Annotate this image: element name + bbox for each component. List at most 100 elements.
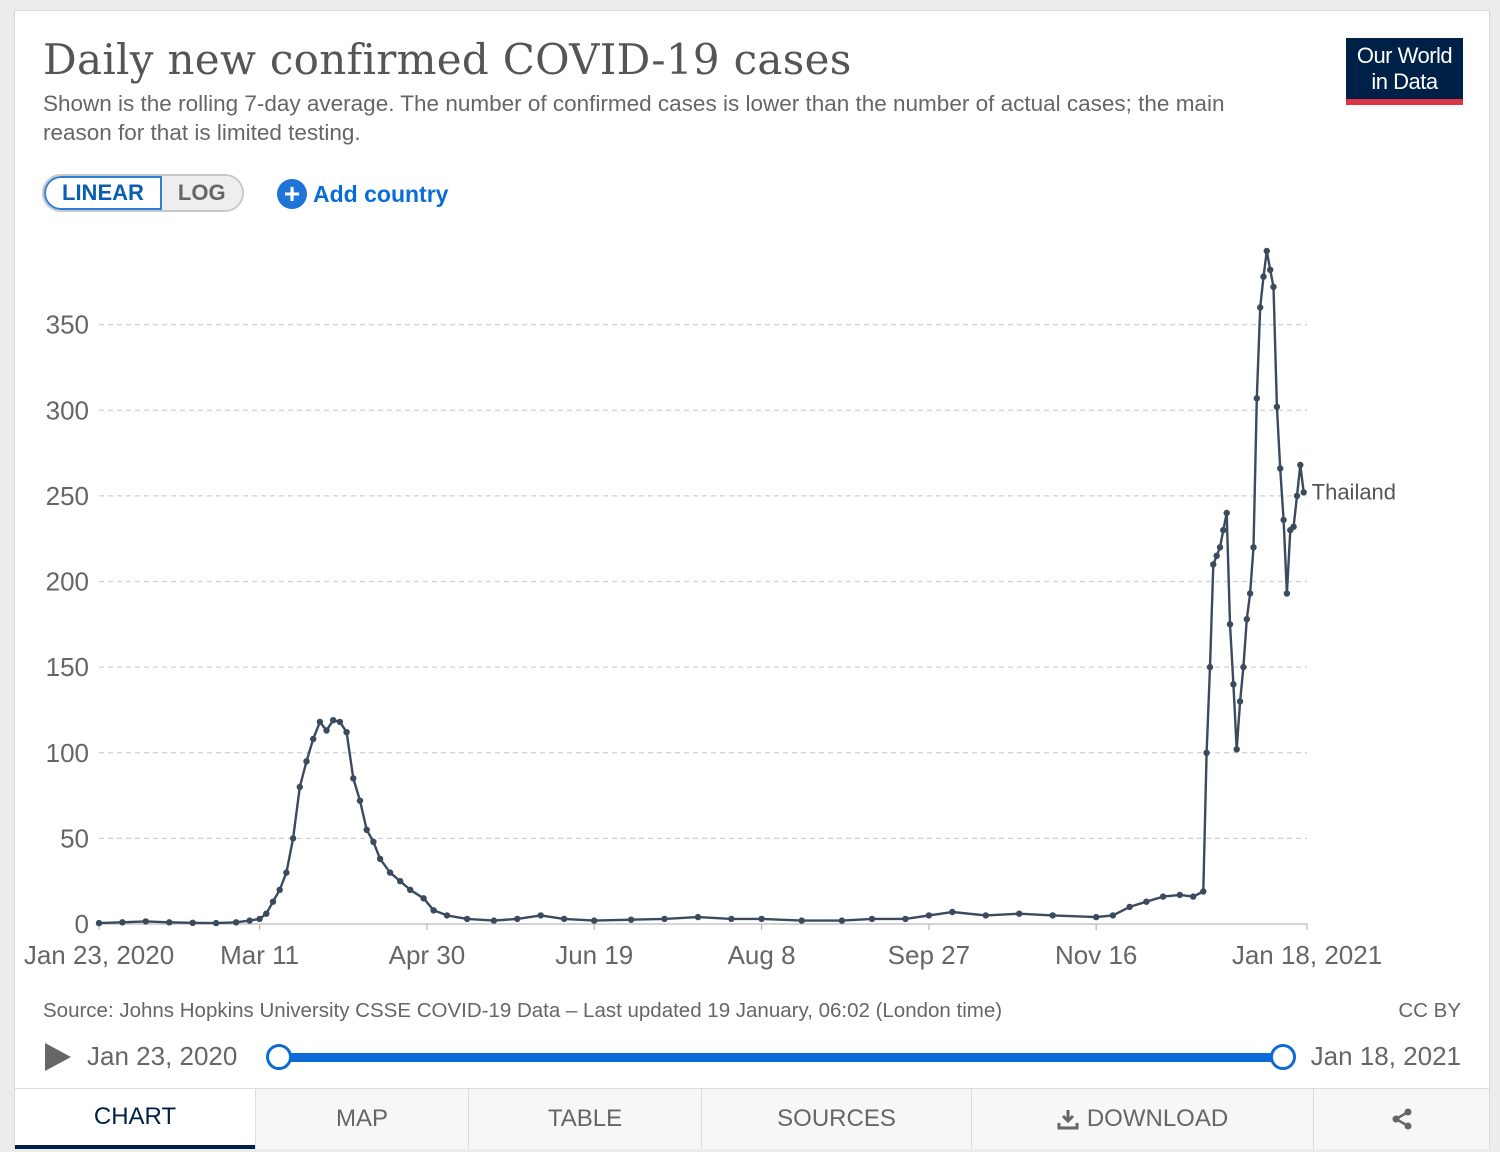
source-note: Source: Johns Hopkins University CSSE CO… [43,999,1003,1022]
owid-logo[interactable]: Our World in Data [1346,38,1463,105]
y-tick-label-350: 350 [46,310,89,340]
y-tick-label-100: 100 [46,738,89,768]
data-point-0-7 [246,917,253,924]
data-point-0-24 [363,826,370,833]
data-point-0-72 [1240,663,1247,671]
data-point-0-34 [490,917,498,924]
tab-bar: CHART MAP TABLE SOURCES DOWNLOAD [15,1088,1489,1149]
data-point-0-77 [1257,304,1264,311]
tab-table-label: TABLE [547,1105,623,1132]
data-point-0-61 [1203,749,1210,756]
data-point-0-8 [256,915,263,923]
data-point-0-53 [1093,913,1100,921]
data-point-0-80 [1267,266,1274,273]
data-point-0-11 [276,886,283,893]
data-point-0-3 [166,919,173,926]
timeline-end-handle[interactable] [1270,1044,1296,1070]
tab-share[interactable] [1313,1089,1489,1149]
linear-scale-button[interactable]: LINEAR [44,176,162,210]
data-point-0-59 [1190,893,1197,900]
data-point-0-68 [1226,621,1234,628]
add-country-label: Add country [313,180,449,207]
data-point-0-65 [1216,544,1224,551]
data-point-0-35 [514,915,521,923]
data-point-0-47 [902,915,909,923]
data-point-0-44 [798,917,805,924]
tab-table[interactable]: TABLE [468,1089,701,1149]
data-point-0-36 [537,912,544,919]
tab-download-label: DOWNLOAD [1086,1105,1229,1132]
data-point-0-42 [728,915,735,923]
data-point-0-64 [1213,552,1220,559]
data-point-0-20 [336,718,344,726]
play-icon[interactable] [45,1043,71,1071]
data-point-0-22 [350,775,357,782]
data-point-0-27 [386,869,394,876]
data-point-0-38 [591,917,598,924]
timeline-start-handle[interactable] [266,1044,292,1070]
data-point-0-74 [1246,590,1254,597]
tab-chart[interactable]: CHART [15,1089,255,1149]
data-point-0-90 [1300,489,1307,496]
data-point-0-16 [310,735,317,743]
log-scale-button[interactable]: LOG [161,176,242,210]
x-tick-label-6: Nov 16 [1055,940,1137,970]
tab-map[interactable]: MAP [255,1089,468,1149]
logo-line-1: Our World [1356,43,1453,68]
data-point-0-50 [982,912,989,919]
data-point-0-55 [1126,903,1133,911]
data-point-0-14 [296,783,303,791]
data-point-0-12 [283,869,290,876]
data-point-0-26 [376,855,384,863]
data-point-0-69 [1230,681,1237,688]
y-tick-label-0: 0 [75,909,89,939]
chart-title: Daily new confirmed COVID-19 cases [43,35,852,84]
data-point-0-10 [269,898,277,905]
data-point-0-49 [949,908,956,916]
logo-line-2: in Data [1371,69,1438,94]
data-point-0-79 [1263,247,1271,255]
data-point-0-2 [142,918,149,925]
data-point-0-18 [323,727,330,734]
data-point-0-82 [1273,403,1281,410]
data-point-0-31 [430,907,437,914]
scale-toggle: LINEAR LOG [42,174,244,212]
data-point-0-40 [661,915,668,923]
data-point-0-39 [627,916,635,923]
data-point-0-13 [289,835,297,842]
data-point-0-83 [1277,465,1284,472]
add-country-button[interactable]: + Add country [277,179,448,209]
data-point-0-5 [212,919,220,927]
data-point-0-84 [1280,516,1287,524]
tab-map-label: MAP [335,1105,388,1132]
chart-subtitle: Shown is the rolling 7-day average. The … [43,91,1225,145]
data-point-0-45 [838,917,846,924]
x-tick-label-4: Aug 8 [728,940,796,970]
tab-chart-label: CHART [93,1103,177,1130]
data-point-0-70 [1233,746,1240,753]
line-chart: 0 50 100 150 200 250 300 350 Jan 23, 2020 Mar 11… [24,247,1396,970]
data-point-0-19 [330,717,337,724]
data-point-0-85 [1283,590,1291,597]
timeline-end-label: Jan 18, 2021 [1310,1041,1461,1071]
download-icon [1057,1110,1079,1130]
x-axis: Jan 23, 2020 Mar 11 Apr 30 Jun 19 Aug 8 Sep 2… [24,923,1382,970]
tab-sources[interactable]: SOURCES [701,1089,971,1149]
data-point-0-6 [233,919,240,926]
tab-download[interactable]: DOWNLOAD [971,1089,1313,1149]
tab-sources-label: SOURCES [777,1105,896,1132]
chart-card: Daily new confirmed COVID-19 cases Shown… [14,10,1490,1149]
data-point-0-25 [370,838,377,845]
data-point-0-88 [1293,492,1301,500]
data-point-0-29 [407,886,414,893]
license-link[interactable]: CC BY [1398,999,1461,1022]
y-tick-label-300: 300 [46,395,89,425]
data-point-0-66 [1220,526,1227,534]
data-point-0-15 [303,758,310,765]
x-tick-label-1: Mar 11 [220,940,299,970]
data-point-0-9 [263,910,270,917]
timeline-track[interactable] [266,1044,1296,1070]
data-point-0-81 [1270,283,1277,291]
plus-circle-icon: + [277,179,307,209]
x-tick-label-7: Jan 18, 2021 [1232,940,1382,970]
